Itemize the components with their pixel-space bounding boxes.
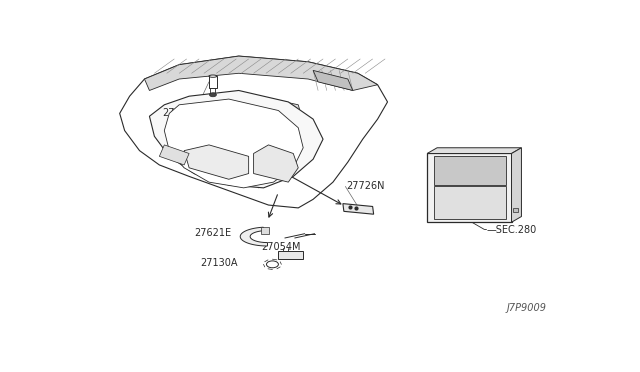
Polygon shape — [343, 203, 374, 214]
Polygon shape — [278, 251, 303, 260]
Polygon shape — [145, 56, 378, 90]
Polygon shape — [434, 156, 506, 185]
Polygon shape — [209, 76, 217, 87]
Circle shape — [209, 93, 216, 97]
Polygon shape — [434, 186, 506, 219]
Polygon shape — [513, 208, 518, 212]
Ellipse shape — [209, 75, 217, 77]
Polygon shape — [259, 96, 303, 122]
Text: 27130A: 27130A — [200, 258, 237, 268]
Text: 27705: 27705 — [162, 108, 193, 118]
Text: J7P9009: J7P9009 — [507, 302, 547, 312]
Text: 27726N: 27726N — [346, 181, 385, 191]
Text: 27054M: 27054M — [261, 243, 301, 253]
Polygon shape — [120, 56, 388, 208]
Polygon shape — [261, 227, 269, 234]
Polygon shape — [511, 148, 522, 222]
Polygon shape — [164, 99, 303, 188]
Polygon shape — [150, 90, 323, 188]
Polygon shape — [240, 227, 268, 246]
Text: 27621E: 27621E — [194, 228, 231, 238]
Polygon shape — [184, 145, 249, 179]
Polygon shape — [428, 148, 522, 154]
Polygon shape — [428, 154, 511, 222]
Polygon shape — [253, 145, 298, 182]
Text: —SEC.280: —SEC.280 — [486, 225, 537, 235]
Polygon shape — [159, 145, 189, 165]
Polygon shape — [313, 70, 353, 90]
Circle shape — [266, 261, 278, 268]
